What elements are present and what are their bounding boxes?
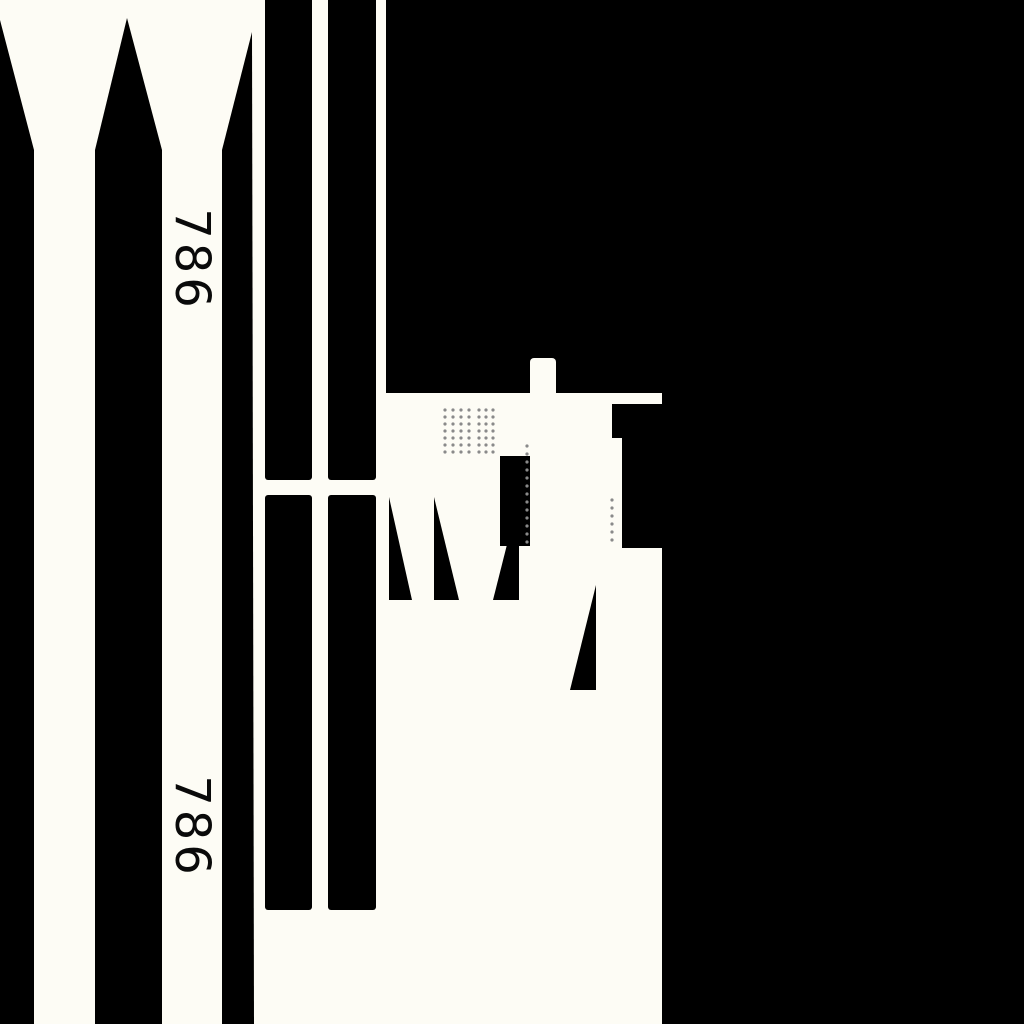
triangle-2 xyxy=(434,497,459,600)
lower-number-text: 786 xyxy=(164,775,220,879)
center-spire-column xyxy=(95,18,162,1024)
top-gap-right xyxy=(376,0,386,393)
upper-number-text: 786 xyxy=(164,208,220,312)
right-step xyxy=(555,548,657,690)
dot-grid xyxy=(443,408,495,454)
mid-step xyxy=(555,438,621,550)
strip-a2 xyxy=(265,156,312,480)
strip-a3 xyxy=(265,495,312,910)
notch-right-lower xyxy=(622,438,662,548)
dot-column-right xyxy=(610,498,614,542)
upper-tower xyxy=(530,358,556,418)
top-gap-left xyxy=(312,0,328,393)
dot-column-left xyxy=(525,444,529,544)
strip-b1 xyxy=(328,0,376,140)
strip-a1 xyxy=(265,0,312,140)
right-spire-column xyxy=(222,32,254,1024)
triangle-4 xyxy=(570,585,596,690)
notch-right xyxy=(612,404,662,438)
strip-b2 xyxy=(328,156,376,480)
triangle-3 xyxy=(493,497,519,600)
strip-b3 xyxy=(328,495,376,910)
left-edge-column xyxy=(0,0,34,1024)
triangle-1 xyxy=(389,497,412,600)
